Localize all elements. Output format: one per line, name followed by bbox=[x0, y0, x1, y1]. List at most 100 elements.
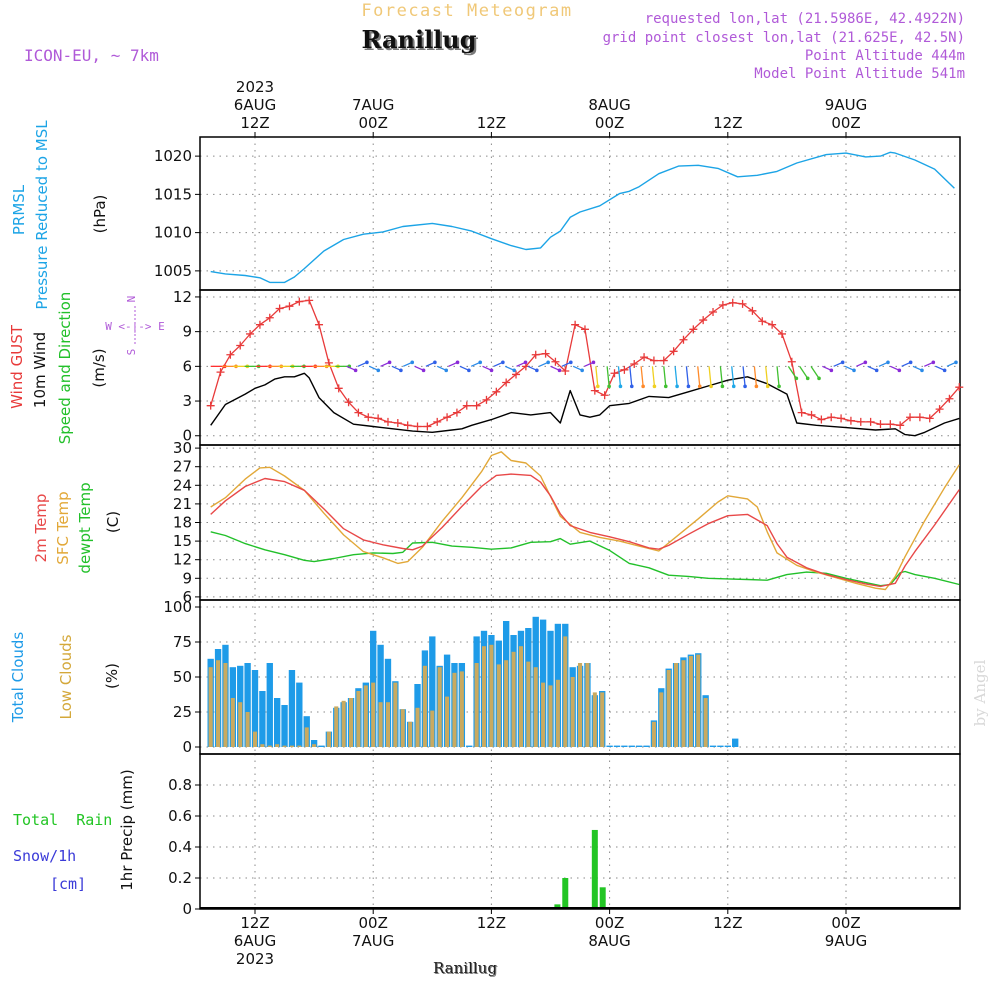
wind-arrow-head bbox=[399, 368, 403, 373]
gust-point bbox=[748, 306, 757, 315]
time-axis-label: 00Z bbox=[359, 914, 388, 932]
total-cloud-bar bbox=[709, 745, 717, 747]
point-altitude: Point Altitude 444m bbox=[805, 48, 965, 64]
gust-point bbox=[797, 408, 806, 417]
panel-frame bbox=[199, 444, 961, 601]
time-axis-label: 00Z bbox=[595, 914, 624, 932]
low-cloud-bar bbox=[238, 702, 243, 747]
low-cloud-bar bbox=[356, 691, 361, 747]
low-cloud-bar bbox=[297, 745, 302, 747]
low-cloud-bar bbox=[548, 685, 553, 747]
wind-dir-label: Speed and Direction bbox=[56, 292, 74, 445]
time-axis-label: 2023 bbox=[236, 78, 274, 96]
total-cloud-bar bbox=[635, 745, 643, 747]
wind10m-label: 10m Wind bbox=[31, 332, 49, 408]
precip-unit: 1hr Precip (mm) bbox=[118, 769, 136, 890]
low-cloud-bar bbox=[282, 745, 287, 747]
time-axis-label: 9AUG bbox=[825, 96, 867, 114]
wind-unit: (m/s) bbox=[90, 348, 108, 387]
gust-point bbox=[886, 420, 895, 429]
wind-arrow-head bbox=[686, 384, 691, 389]
y-tick-label: 15 bbox=[173, 532, 192, 550]
gust-point bbox=[679, 335, 688, 344]
gust-point bbox=[925, 414, 934, 423]
gust-point bbox=[541, 349, 550, 358]
wind10m-series-line bbox=[210, 372, 960, 437]
total-rain-label: Total Rain bbox=[13, 811, 112, 829]
wind-arrow-head bbox=[421, 368, 426, 373]
time-axis-label: 00Z bbox=[831, 914, 860, 932]
y-tick-label: 50 bbox=[173, 668, 192, 686]
gust-point bbox=[236, 341, 245, 350]
low-cloud-bar bbox=[674, 663, 679, 747]
prmsl-label: PRMSL bbox=[10, 184, 28, 235]
gust-point bbox=[580, 325, 589, 334]
low-cloud-bar bbox=[371, 682, 376, 747]
low-cloud-bar bbox=[570, 677, 575, 747]
pressure-series-line bbox=[210, 151, 955, 284]
wind-arrow-head bbox=[580, 368, 584, 373]
gust-point bbox=[945, 394, 954, 403]
rain-bar bbox=[562, 878, 569, 909]
gust-point bbox=[334, 384, 343, 393]
total-cloud-bar bbox=[613, 745, 621, 747]
time-axis-label: 7AUG bbox=[352, 932, 394, 950]
y-tick-label: 21 bbox=[173, 495, 192, 513]
wind-arrow bbox=[685, 366, 690, 387]
wind-arrow-head bbox=[557, 368, 562, 373]
rain-bar bbox=[554, 904, 561, 909]
wind-arrow-head bbox=[720, 384, 725, 389]
y-tick-label: 12 bbox=[173, 288, 192, 306]
grid-point-coords: grid point closest lon,lat (21.625E, 42.… bbox=[603, 30, 965, 46]
wind-arrow bbox=[708, 366, 712, 387]
low-cloud-bar bbox=[511, 651, 516, 747]
gust-point bbox=[246, 329, 255, 338]
gust-point bbox=[915, 413, 924, 422]
gust-point bbox=[768, 320, 777, 329]
y-tick-label: 0.4 bbox=[168, 838, 192, 856]
time-axis-label: 2023 bbox=[236, 950, 274, 968]
time-axis-label: 00Z bbox=[831, 114, 860, 132]
gust-point bbox=[846, 416, 855, 425]
temp-labels: 2m Temp SFC Temp dewpt Temp (C) bbox=[32, 482, 122, 573]
temp2m-series-line bbox=[210, 473, 960, 588]
wind-arrow bbox=[799, 365, 809, 379]
low-cloud-bar bbox=[304, 727, 309, 747]
low-cloud-bar bbox=[230, 698, 235, 747]
gust-point bbox=[896, 421, 905, 430]
low-cloud-bar bbox=[341, 700, 346, 747]
low-cloud-bar bbox=[312, 744, 317, 747]
low-cloud-bar bbox=[600, 692, 605, 747]
wind-arrow-head bbox=[817, 376, 821, 381]
y-tick-label: 1020 bbox=[154, 147, 192, 165]
wind-arrow-head bbox=[897, 368, 902, 373]
low-cloud-bar bbox=[430, 710, 435, 747]
wind-arrow bbox=[742, 366, 746, 387]
wind-arrow bbox=[606, 366, 610, 387]
wind-arrow-head bbox=[874, 368, 879, 373]
time-axis-label: 8AUG bbox=[588, 96, 630, 114]
y-tick-label: 0.8 bbox=[168, 776, 192, 794]
gust-point bbox=[866, 417, 875, 426]
low-cloud-bar bbox=[208, 667, 213, 747]
low-cloud-bar bbox=[378, 702, 383, 747]
gust-point bbox=[640, 353, 649, 362]
compass-n: N bbox=[125, 296, 138, 303]
temp2m-label: 2m Temp bbox=[32, 494, 50, 563]
sfc-temp-series-line bbox=[210, 451, 960, 591]
y-tick-label: 9 bbox=[182, 569, 192, 587]
wind-arrow bbox=[765, 366, 769, 387]
wind-arrow bbox=[595, 366, 599, 387]
snow-unit-label: [cm] bbox=[50, 875, 86, 893]
low-cloud-bar bbox=[578, 663, 583, 747]
wind-arrow-head bbox=[607, 384, 611, 389]
gust-point bbox=[669, 347, 678, 356]
precip-panel: 0 0.2 0.4 0.6 0.8 bbox=[168, 753, 961, 918]
wind-arrow-head bbox=[523, 360, 528, 365]
gust-point bbox=[472, 401, 481, 410]
low-cloud-bar bbox=[289, 745, 294, 747]
gust-point bbox=[699, 316, 708, 325]
pressure-panel: 1005 1010 1015 1020 bbox=[154, 136, 961, 291]
clouds-panel: 0 25 50 75 100 bbox=[163, 598, 961, 756]
gust-point bbox=[492, 387, 501, 396]
